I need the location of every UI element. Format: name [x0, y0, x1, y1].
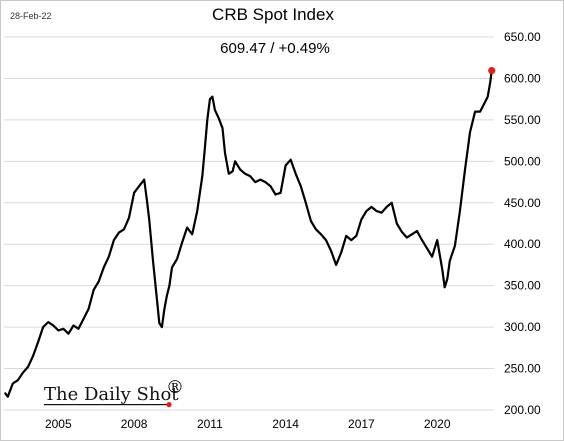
y-tick-label: 200.00 — [504, 403, 541, 417]
y-tick-label: 600.00 — [504, 71, 541, 85]
brand-name: The Daily Shot — [44, 384, 179, 405]
x-tick-label: 2005 — [45, 417, 72, 431]
x-tick-label: 2011 — [197, 417, 223, 431]
y-tick-label: 250.00 — [504, 362, 541, 376]
x-tick-label: 2014 — [272, 417, 299, 431]
x-tick-label: 2017 — [348, 417, 375, 431]
chart-title: CRB Spot Index — [212, 5, 334, 24]
y-tick-label: 500.00 — [504, 154, 541, 168]
y-tick-label: 400.00 — [504, 237, 541, 251]
y-tick-label: 550.00 — [504, 113, 541, 127]
last-value-marker — [488, 66, 496, 75]
x-tick-label: 2020 — [424, 417, 451, 431]
y-tick-label: 650.00 — [504, 30, 541, 44]
brand-dot — [166, 402, 172, 408]
y-tick-label: 300.00 — [504, 320, 541, 334]
y-tick-label: 350.00 — [504, 279, 541, 293]
brand-underline — [44, 404, 169, 406]
x-tick-label: 2008 — [121, 417, 148, 431]
y-axis-tick-labels: 200.00 250.00 300.00 350.00 400.00 450.00 500.… — [504, 30, 541, 417]
brand-mark: ® — [166, 377, 184, 398]
series-line — [4, 69, 493, 398]
gridlines — [4, 36, 494, 411]
y-tick-label: 450.00 — [504, 196, 541, 210]
brand-logo: The Daily Shot ® — [44, 377, 184, 408]
date-label: 28-Feb-22 — [10, 11, 52, 21]
chart-subtitle: 609.47 / +0.49% — [220, 40, 330, 57]
x-axis-tick-labels: 2005 2008 2011 2014 2017 2020 — [45, 417, 451, 431]
